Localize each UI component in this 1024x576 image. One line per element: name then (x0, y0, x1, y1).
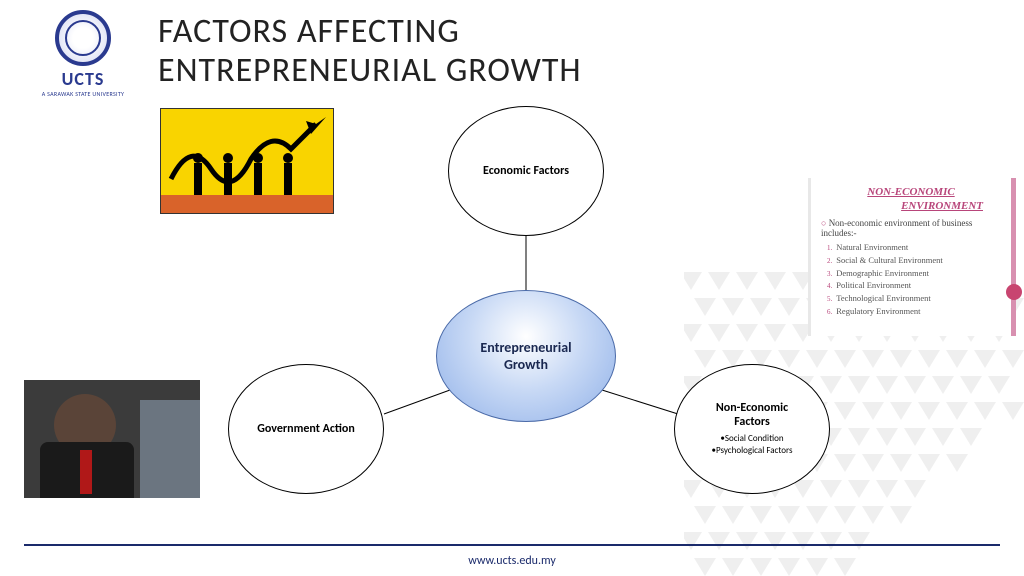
center-line2: Growth (504, 356, 548, 373)
title-line2: ENTREPRENEURIAL GROWTH (158, 51, 582, 90)
center-node: Entrepreneurial Growth (436, 290, 616, 422)
node-sub: •Social Condition •Psychological Factors (711, 433, 792, 456)
non-economic-sidebox: NON-ECONOMIC ENVIRONMENT Non-economic en… (808, 178, 1016, 336)
node-non-economic-factors: Non-EconomicFactors •Social Condition •P… (674, 364, 830, 494)
sidebox-intro: Non-economic environment of business inc… (821, 218, 1001, 238)
node-economic-factors: Economic Factors (448, 106, 604, 236)
logo-emblem (55, 10, 111, 66)
center-line1: Entrepreneurial (480, 339, 571, 356)
growth-illustration (160, 108, 334, 214)
footer-url: www.ucts.edu.my (0, 554, 1024, 568)
footer-divider (24, 544, 1000, 546)
node-label: Government Action (257, 422, 355, 436)
sidebox-title1: NON-ECONOMIC (821, 186, 1001, 198)
person-photo (24, 380, 200, 498)
page-title: FACTORS AFFECTING ENTREPRENEURIAL GROWTH (158, 12, 582, 90)
sidebox-title2: ENVIRONMENT (821, 200, 1001, 212)
title-line1: FACTORS AFFECTING (158, 12, 582, 51)
logo-text: UCTS (38, 68, 128, 90)
logo-subtitle: A SARAWAK STATE UNIVERSITY (38, 90, 128, 98)
node-government-action: Government Action (228, 364, 384, 494)
logo: UCTS A SARAWAK STATE UNIVERSITY (38, 10, 128, 98)
sidebox-list: 1.Natural Environment 2.Social & Cultura… (821, 241, 1001, 318)
node-label: Non-EconomicFactors (716, 401, 788, 429)
node-label: Economic Factors (483, 164, 569, 178)
accent-dot (1006, 284, 1022, 300)
